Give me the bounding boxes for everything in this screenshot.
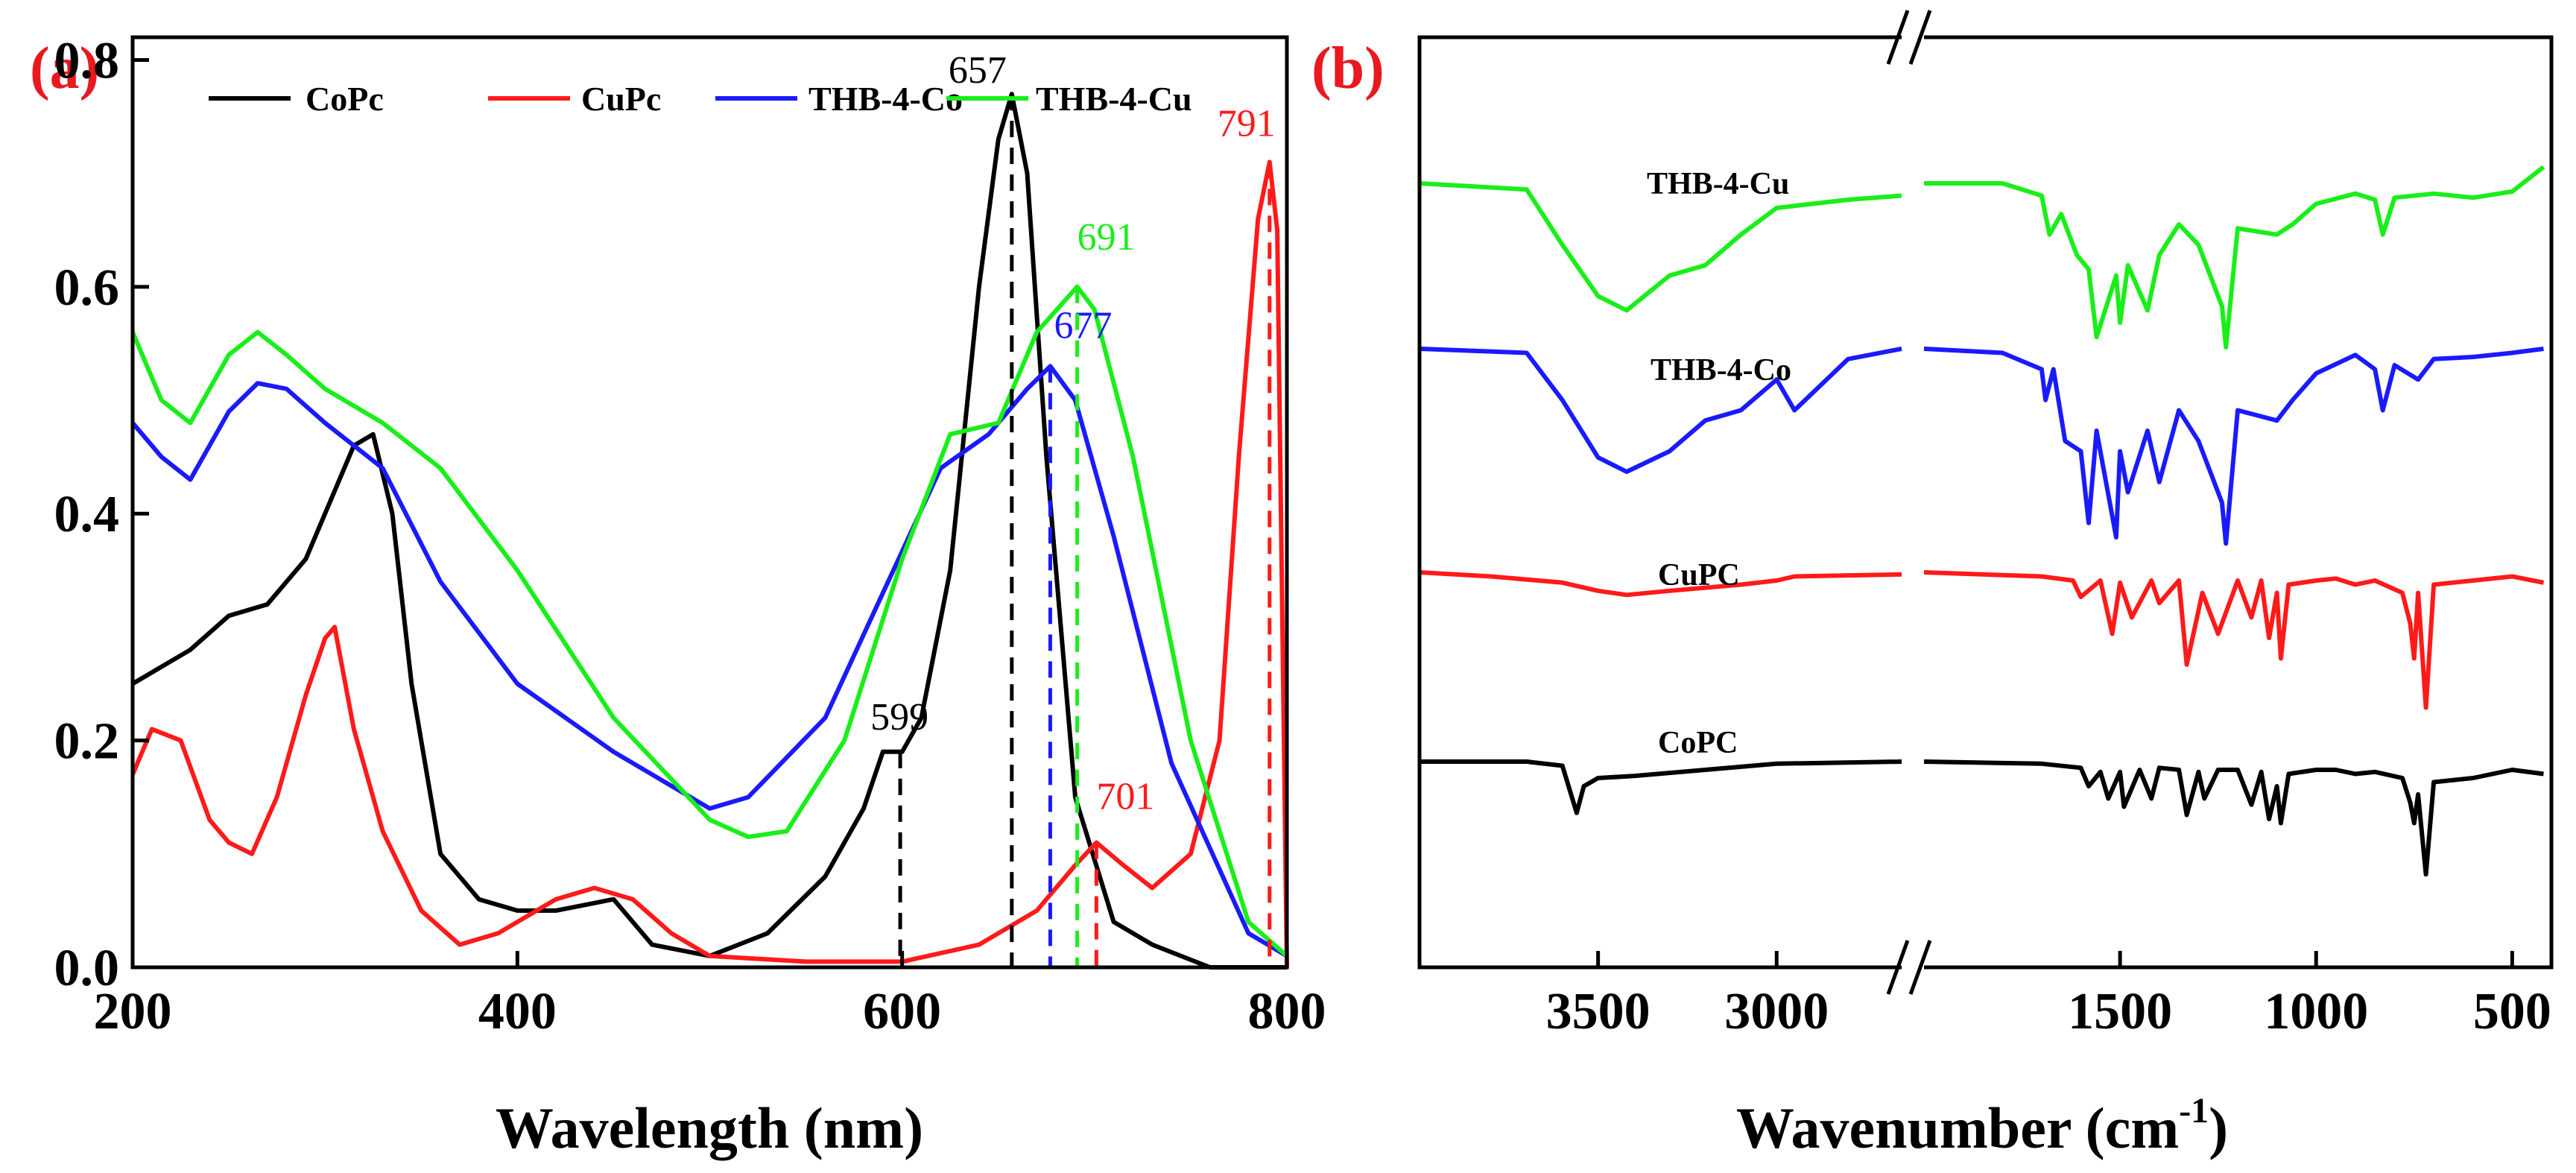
series-line-thb-4-co-low-wavenumber: [1923, 347, 2544, 546]
chart-a-series-group: [130, 92, 1289, 970]
series-label-cupc: CuPC: [1658, 558, 1740, 592]
x-tick-label-3500: 3500: [1546, 983, 1651, 1040]
chart-a-x-axis: 200 400 600 800: [94, 951, 1326, 1040]
y-tick-label-0: 0.0: [54, 940, 120, 997]
series-line-cupc: [130, 159, 1289, 968]
peak-label-791: 791: [1218, 102, 1276, 145]
panel-b-label: (b): [1311, 36, 1384, 101]
series-line-thb-4-cu-high-wavenumber: [1419, 181, 1902, 313]
axis-break-mark-bottom-2: [1908, 940, 1932, 995]
chart-b-frame-right: [1924, 35, 2554, 970]
y-tick-label-0.8: 0.8: [54, 32, 120, 89]
x-tick-label-400: 400: [478, 983, 557, 1040]
peak-label-677: 677: [1054, 304, 1112, 347]
series-line-copc-low-wavenumber: [1923, 759, 2544, 877]
peak-label-691: 691: [1077, 216, 1136, 259]
y-tick-label-0.2: 0.2: [54, 713, 120, 771]
series-line-copc: [131, 92, 1287, 970]
peak-label-701: 701: [1096, 776, 1154, 818]
legend-label-thb-4-co: THB-4-Co: [808, 80, 963, 118]
series-line-copc-high-wavenumber: [1420, 759, 1902, 815]
series-line-thb-4-co: [130, 364, 1288, 958]
chart-a-absorbance: 599 657 677 691 701 791 CoPc CuPc THB-4-Co THB-4…: [54, 32, 1326, 1160]
chart-a-frame: [130, 35, 1289, 970]
chart-b-frame-left: [1417, 35, 1902, 970]
x-tick-label-600: 600: [863, 983, 941, 1040]
axis-break-mark-top-1: [1886, 10, 1910, 65]
chart-a-x-label: Wavelength (nm): [496, 1095, 923, 1160]
series-line-cupc-high-wavenumber: [1419, 570, 1902, 598]
x-tick-label-200: 200: [94, 983, 172, 1040]
x-tick-label-3000: 3000: [1724, 983, 1829, 1040]
x-tick-label-1500: 1500: [2068, 983, 2172, 1040]
legend-label-cupc: CuPc: [581, 80, 661, 118]
chart-b-x-label-suffix: ): [2209, 1095, 2228, 1160]
series-line-thb-4-cu-low-wavenumber: [1924, 165, 2545, 350]
y-tick-label-0.4: 0.4: [54, 486, 120, 543]
x-tick-label-800: 800: [1248, 983, 1326, 1040]
chart-b-series-group: [1419, 165, 2545, 877]
legend-label-thb-4-cu: THB-4-Cu: [1036, 80, 1192, 118]
axis-break-mark-top-2: [1908, 10, 1932, 65]
chart-b-x-label-superscript: -1: [2179, 1091, 2209, 1131]
peak-label-599: 599: [870, 696, 928, 739]
chart-a-legend: CoPc CuPc THB-4-Co THB-4-Cu: [209, 80, 1192, 118]
panel-a-label: (a): [30, 36, 99, 101]
series-label-thb-4-co: THB-4-Co: [1651, 353, 1791, 388]
legend-label-copc: CoPc: [306, 80, 384, 118]
series-line-thb-4-co-high-wavenumber: [1419, 347, 1902, 474]
series-line-cupc-low-wavenumber: [1923, 570, 2545, 710]
chart-b-x-axis: 3500 3000 1500 1000 500: [1546, 951, 2551, 1040]
axis-break-mark-bottom-1: [1886, 940, 1910, 995]
x-tick-label-500: 500: [2473, 983, 2551, 1040]
chart-b-x-label: Wavenumber (cm-1): [1736, 1091, 2228, 1160]
series-label-thb-4-cu: THB-4-Cu: [1647, 167, 1789, 201]
chart-b-series-labels: CoPC CuPC THB-4-Co THB-4-Cu: [1647, 167, 1791, 760]
y-tick-label-0.6: 0.6: [54, 259, 120, 317]
chart-a-y-axis: 0.0 0.2 0.4 0.6 0.8: [54, 32, 149, 997]
chart-a-peak-markers: 599 657 677 691 701 791: [870, 49, 1276, 967]
x-tick-label-1000: 1000: [2264, 983, 2368, 1040]
peak-label-657: 657: [949, 49, 1007, 92]
series-line-thb-4-cu: [130, 284, 1288, 958]
chart-b-ftir: CoPC CuPC THB-4-Co THB-4-Cu 3500 3000 1500 100…: [1417, 10, 2554, 1160]
series-label-copc: CoPC: [1658, 726, 1738, 760]
chart-b-x-label-main: Wavenumber (cm: [1736, 1095, 2179, 1160]
